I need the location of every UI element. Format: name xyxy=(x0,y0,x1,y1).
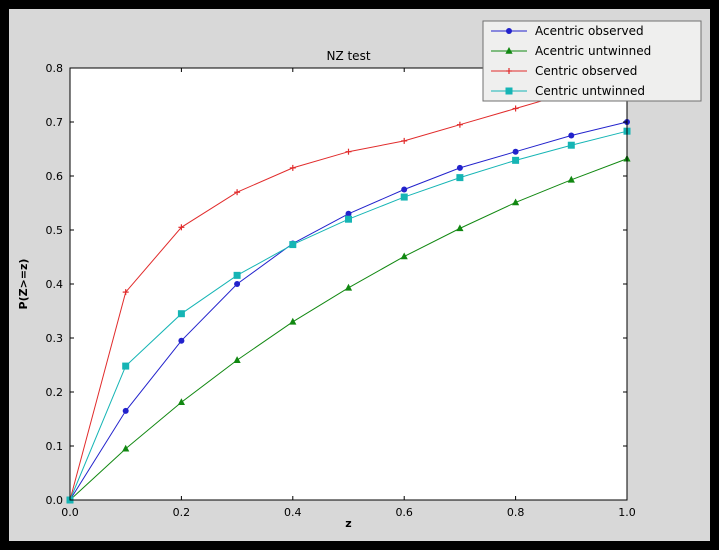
x-tick-label: 0.2 xyxy=(173,506,191,519)
y-tick-label: 0.6 xyxy=(46,170,64,183)
legend-label: Centric observed xyxy=(535,64,637,78)
x-tick-label: 0.8 xyxy=(507,506,525,519)
ticks-layer: 0.0 0.2 0.4 0.6 0.8 1.0 0.0 0.1 0.2 0.3 0.4 0.5 0.6 0… xyxy=(46,62,636,519)
x-tick-label: 0.4 xyxy=(284,506,302,519)
y-tick-label: 0.4 xyxy=(46,278,64,291)
x-tick-label: 0.6 xyxy=(395,506,413,519)
legend-entry: Centric untwinned xyxy=(491,84,645,98)
x-tick-label: 1.0 xyxy=(618,506,636,519)
y-tick-label: 0.1 xyxy=(46,440,64,453)
y-tick-label: 0.8 xyxy=(46,62,64,75)
y-tick-label: 0.5 xyxy=(46,224,64,237)
legend-entry: Acentric observed xyxy=(491,24,644,38)
legend-label: Acentric observed xyxy=(535,24,644,38)
series-layer xyxy=(66,75,631,504)
legend-entry: Acentric untwinned xyxy=(491,44,651,58)
x-tick-label: 0.0 xyxy=(61,506,79,519)
legend-label: Centric untwinned xyxy=(535,84,645,98)
y-tick-label: 0.3 xyxy=(46,332,64,345)
y-tick-label: 0.2 xyxy=(46,386,64,399)
x-axis-label: z xyxy=(345,517,351,530)
y-axis-label: P(Z>=z) xyxy=(17,259,30,310)
y-tick-label: 0.0 xyxy=(46,494,64,507)
y-tick-label: 0.7 xyxy=(46,116,64,129)
chart-title: NZ test xyxy=(326,49,370,63)
legend-entry: Centric observed xyxy=(491,64,637,78)
legend-label: Acentric untwinned xyxy=(535,44,651,58)
legend: Acentric observed Acentric untwinned Centr… xyxy=(482,20,702,102)
legend-box xyxy=(482,20,702,102)
